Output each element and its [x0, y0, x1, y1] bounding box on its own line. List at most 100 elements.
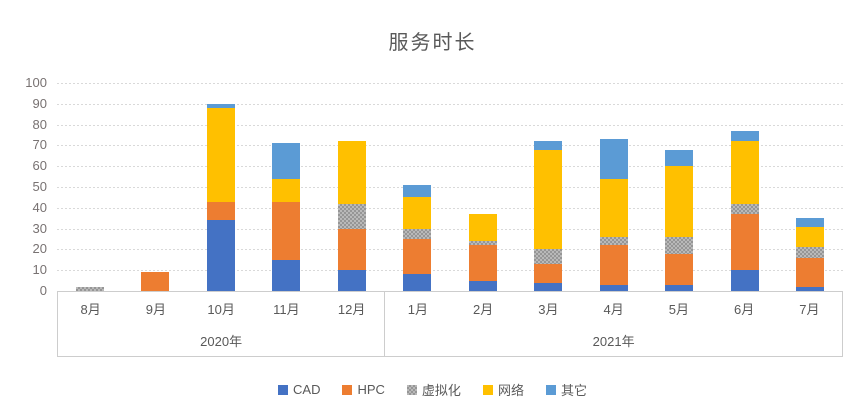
- stacked-bar-7月: [796, 83, 825, 291]
- category-axis: 8月 9月 10月 11月 12月 2020年 1月 2月 3月 4月 5月 6月 7月 2021年: [57, 291, 843, 357]
- bar-segment-虚拟化[interactable]: [599, 236, 628, 246]
- month-label: 2月: [473, 301, 494, 317]
- month-label: 7月: [799, 301, 820, 317]
- bar-segment-网络[interactable]: [534, 149, 563, 250]
- bar-segment-CAD[interactable]: [206, 220, 235, 291]
- bar-segment-其它[interactable]: [403, 184, 432, 198]
- y-axis-label: 10: [32, 262, 47, 278]
- legend-item-虚拟化[interactable]: 虚拟化: [406, 380, 461, 399]
- stacked-bar-10月: [206, 83, 235, 291]
- bar-slot-12月: [319, 83, 385, 291]
- bar-segment-HPC[interactable]: [141, 272, 170, 291]
- legend-label: HPC: [357, 382, 385, 397]
- bar-segment-CAD[interactable]: [796, 286, 825, 291]
- month-label: 1月: [407, 301, 428, 317]
- year-label: 2020年: [200, 333, 243, 349]
- y-axis-label: 0: [39, 283, 47, 298]
- bar-segment-虚拟化[interactable]: [337, 203, 366, 229]
- year-label: 2021年: [592, 333, 635, 349]
- bar-segment-网络[interactable]: [206, 107, 235, 202]
- bar-slot-9月: [123, 83, 189, 291]
- stacked-bar-2月: [468, 83, 497, 291]
- y-axis-label: 20: [32, 241, 47, 257]
- bar-segment-HPC[interactable]: [796, 257, 825, 287]
- months-row: 8月 9月 10月 11月 12月: [58, 292, 384, 324]
- bar-segment-虚拟化[interactable]: [730, 203, 759, 215]
- bar-segment-CAD[interactable]: [599, 284, 628, 291]
- year-group-2020年: 8月 9月 10月 11月 12月 2020年: [57, 292, 386, 356]
- legend-item-网络[interactable]: 网络: [482, 380, 524, 399]
- legend-label: CAD: [293, 382, 321, 397]
- year-row: 2020年: [58, 324, 384, 356]
- month-label: 11月: [273, 301, 300, 317]
- bar-segment-虚拟化[interactable]: [665, 236, 694, 254]
- bar-segment-虚拟化[interactable]: [468, 241, 497, 246]
- months-row: 1月 2月 3月 4月 5月 6月 7月: [385, 292, 842, 324]
- bar-segment-虚拟化[interactable]: [796, 247, 825, 258]
- bar-segment-CAD[interactable]: [272, 259, 301, 291]
- month-label: 6月: [734, 301, 755, 317]
- bar-segment-其它[interactable]: [534, 141, 563, 150]
- gridline: [57, 103, 843, 105]
- bar-segment-网络[interactable]: [599, 178, 628, 237]
- legend-swatch-icon: [545, 384, 556, 395]
- gridline: [57, 83, 843, 84]
- bar-slot-4月: [581, 83, 647, 291]
- stacked-bar-9月: [141, 83, 170, 291]
- legend-item-其它[interactable]: 其它: [545, 380, 587, 399]
- bar-slot-10月: [188, 83, 254, 291]
- bar-segment-虚拟化[interactable]: [534, 249, 563, 264]
- bars-row: [57, 83, 843, 291]
- bar-segment-HPC[interactable]: [403, 239, 432, 275]
- legend-item-HPC[interactable]: HPC: [342, 382, 385, 397]
- bar-segment-其它[interactable]: [599, 139, 628, 179]
- y-axis-label: 40: [32, 199, 47, 215]
- bar-segment-HPC[interactable]: [730, 214, 759, 271]
- legend: CAD HPC 虚拟化 网络 其它: [0, 380, 865, 399]
- bar-segment-HPC[interactable]: [272, 201, 301, 260]
- bar-segment-其它[interactable]: [272, 143, 301, 179]
- bar-segment-其它[interactable]: [730, 130, 759, 142]
- bar-segment-CAD[interactable]: [730, 270, 759, 291]
- month-label: 8月: [80, 301, 101, 317]
- bar-segment-其它[interactable]: [206, 103, 235, 108]
- month-label: 9月: [145, 301, 166, 317]
- bar-segment-其它[interactable]: [665, 149, 694, 167]
- bar-segment-网络[interactable]: [468, 214, 497, 242]
- bar-segment-其它[interactable]: [796, 218, 825, 227]
- y-axis: 0 10 20 30 40 50 60 70 80 90 100: [0, 75, 47, 298]
- bar-segment-CAD[interactable]: [337, 270, 366, 291]
- bar-segment-虚拟化[interactable]: [403, 228, 432, 240]
- y-axis-label: 60: [32, 158, 47, 174]
- bar-segment-HPC[interactable]: [534, 263, 563, 283]
- bar-segment-CAD[interactable]: [403, 274, 432, 291]
- bar-segment-CAD[interactable]: [468, 280, 497, 291]
- gridline: [57, 228, 843, 230]
- bar-segment-HPC[interactable]: [206, 201, 235, 221]
- bar-segment-网络[interactable]: [796, 226, 825, 248]
- stacked-bar-3月: [534, 83, 563, 291]
- year-row: 2021年: [385, 324, 842, 356]
- legend-item-CAD[interactable]: CAD: [278, 382, 320, 397]
- bar-segment-HPC[interactable]: [337, 228, 366, 271]
- y-axis-label: 30: [32, 220, 47, 236]
- bar-segment-网络[interactable]: [403, 197, 432, 229]
- bar-segment-CAD[interactable]: [534, 282, 563, 291]
- bar-segment-HPC[interactable]: [468, 245, 497, 281]
- legend-label: 虚拟化: [421, 383, 461, 398]
- bar-segment-HPC[interactable]: [599, 245, 628, 285]
- bar-segment-网络[interactable]: [665, 166, 694, 237]
- gridline: [57, 166, 843, 168]
- bar-segment-HPC[interactable]: [665, 253, 694, 285]
- bar-segment-网络[interactable]: [730, 141, 759, 204]
- bar-segment-网络[interactable]: [337, 141, 366, 204]
- bar-segment-虚拟化[interactable]: [75, 286, 104, 291]
- bar-segment-网络[interactable]: [272, 178, 301, 202]
- y-axis-label: 80: [32, 116, 47, 132]
- bar-slot-8月: [57, 83, 123, 291]
- bar-slot-2月: [450, 83, 516, 291]
- bar-segment-CAD[interactable]: [665, 284, 694, 291]
- bar-slot-1月: [385, 83, 451, 291]
- year-group-2021年: 1月 2月 3月 4月 5月 6月 7月 2021年: [385, 292, 843, 356]
- stacked-bar-1月: [403, 83, 432, 291]
